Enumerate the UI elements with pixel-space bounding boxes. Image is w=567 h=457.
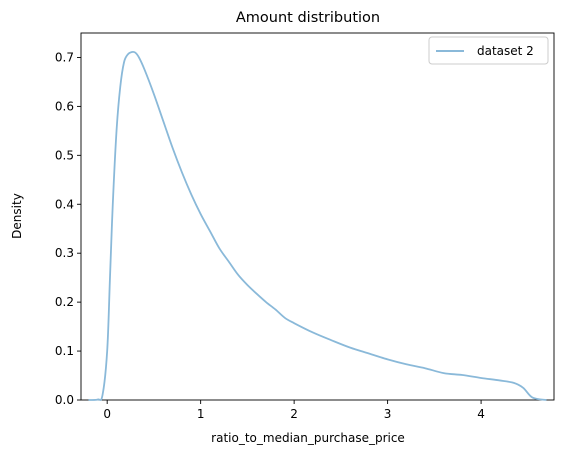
plot-area-frame (80, 32, 555, 401)
series-line-dataset-2 (88, 50, 547, 401)
y-axis-label: Density (10, 193, 24, 239)
y-tick-label: 0.0 (55, 393, 74, 407)
x-tick-label: 2 (290, 407, 298, 421)
y-tick-label: 0.1 (55, 344, 74, 358)
x-tick-label: 1 (197, 407, 205, 421)
x-tick-label: 4 (477, 407, 485, 421)
chart-title: Amount distribution (236, 10, 380, 26)
y-tick-label: 0.6 (55, 99, 74, 113)
x-axis-label: ratio_to_median_purchase_price (211, 431, 405, 445)
series-layer (88, 50, 547, 401)
y-tick-label: 0.3 (55, 246, 74, 260)
y-axis: 0.0 0.1 0.2 0.3 0.4 0.5 0.6 0.7 (55, 50, 81, 407)
x-tick-label: 3 (384, 407, 392, 421)
x-tick-label: 0 (103, 407, 111, 421)
y-tick-label: 0.5 (55, 148, 74, 162)
legend-box (428, 36, 549, 65)
x-axis: 0 1 2 3 4 (103, 400, 485, 421)
legend-label-dataset-2: dataset 2 (477, 44, 534, 58)
y-tick-label: 0.2 (55, 295, 74, 309)
y-tick-label: 0.7 (55, 50, 74, 64)
y-tick-label: 0.4 (55, 197, 74, 211)
legend: dataset 2 (428, 36, 549, 65)
